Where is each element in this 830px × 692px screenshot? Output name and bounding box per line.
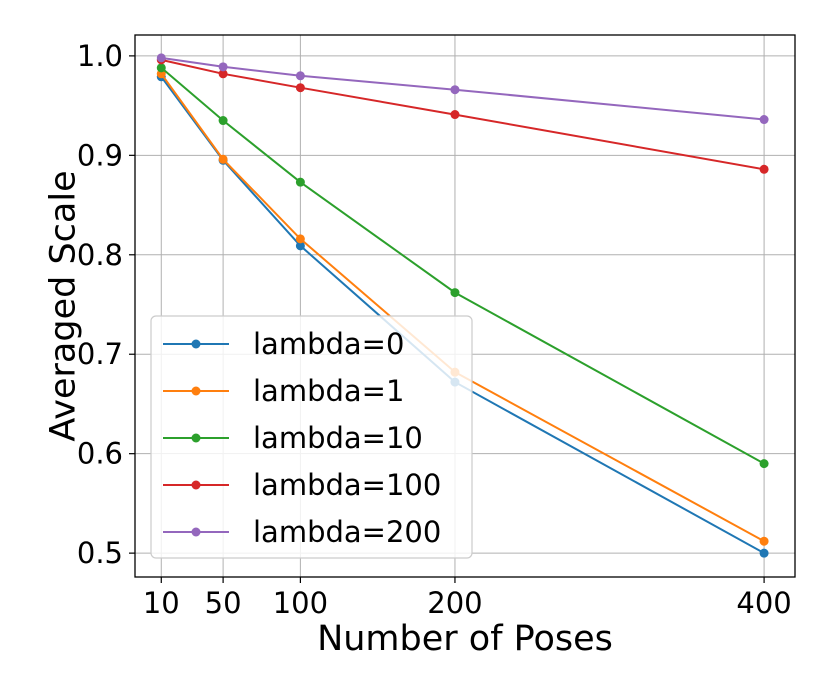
- legend-label: lambda=10: [253, 421, 423, 455]
- data-point: [759, 548, 769, 558]
- tick-group: 10 50 100 200 400 0.5 0.6 0.7 0.8 0.9 1.0: [77, 39, 792, 620]
- data-point: [218, 116, 228, 126]
- data-point: [156, 53, 166, 63]
- data-point: [450, 85, 460, 95]
- legend: lambda=0 lambda=1 lambda=10 lambda=100 lambd…: [150, 315, 473, 559]
- data-point: [156, 63, 166, 73]
- data-point: [218, 154, 228, 164]
- y-tick-label: 1.0: [77, 39, 123, 73]
- x-axis-title: Number of Poses: [317, 619, 613, 659]
- legend-item: lambda=200: [163, 515, 441, 549]
- y-axis-title: Averaged Scale: [43, 170, 83, 441]
- legend-swatch-marker: [191, 480, 201, 490]
- y-tick-label: 0.7: [77, 337, 123, 371]
- legend-swatch-marker: [191, 339, 201, 349]
- series-lambda=100: [156, 55, 769, 174]
- legend-swatch-marker: [191, 433, 201, 443]
- legend-item: lambda=0: [163, 327, 404, 361]
- series-lambda=10: [156, 63, 769, 469]
- data-point: [295, 83, 305, 93]
- data-point: [218, 69, 228, 79]
- series-line: [161, 58, 765, 171]
- x-tick-label: 10: [143, 586, 180, 620]
- x-tick-label: 200: [427, 586, 482, 620]
- series-lambda=200: [156, 53, 769, 125]
- data-point: [295, 177, 305, 187]
- x-tick-label: 50: [205, 586, 242, 620]
- data-point: [759, 164, 769, 174]
- y-tick-label: 0.9: [77, 138, 123, 172]
- legend-label: lambda=100: [253, 468, 441, 502]
- data-point: [295, 234, 305, 244]
- data-point: [295, 71, 305, 81]
- legend-label: lambda=1: [253, 374, 404, 408]
- series-line: [161, 56, 765, 121]
- y-tick-label: 0.5: [77, 536, 123, 570]
- y-tick-label: 0.6: [77, 437, 123, 471]
- y-tick-label: 0.8: [77, 238, 123, 272]
- data-point: [218, 62, 228, 72]
- legend-item: lambda=1: [163, 374, 404, 408]
- legend-label: lambda=200: [253, 515, 441, 549]
- x-tick-label: 100: [273, 586, 328, 620]
- x-tick-label: 400: [736, 586, 791, 620]
- plot-frame: [134, 34, 796, 578]
- data-point: [295, 241, 305, 251]
- legend-swatch-marker: [191, 386, 201, 396]
- data-point: [450, 288, 460, 298]
- legend-item: lambda=100: [163, 468, 441, 502]
- series-group: [156, 53, 769, 558]
- legend-item: lambda=10: [163, 421, 423, 455]
- data-point: [759, 536, 769, 546]
- data-point: [450, 110, 460, 120]
- legend-frame: [150, 315, 473, 559]
- data-point: [759, 459, 769, 469]
- data-point: [759, 115, 769, 125]
- legend-label: lambda=0: [253, 327, 404, 361]
- legend-swatch-marker: [191, 527, 201, 537]
